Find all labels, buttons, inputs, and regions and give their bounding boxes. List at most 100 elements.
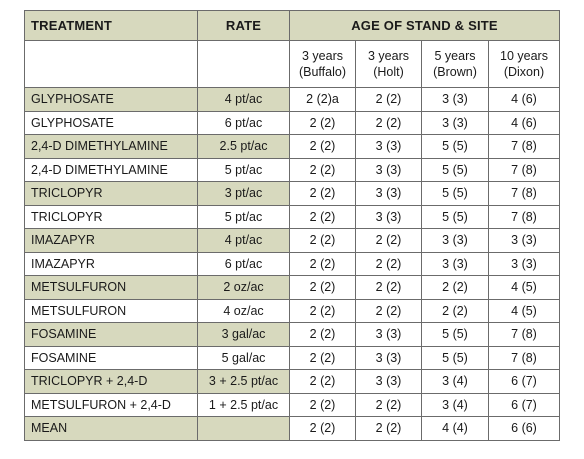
value-cell: 3 (3)	[421, 87, 489, 112]
site-name: (Brown)	[433, 65, 477, 79]
value-cell: 2 (2)	[289, 228, 356, 253]
value-cell: 3 (3)	[355, 345, 422, 370]
value-cell: 2 (2)	[289, 322, 356, 347]
site-name: (Dixon)	[503, 65, 545, 79]
treatment-cell: 2,4-D DIMETHYLAMINE	[24, 157, 198, 182]
header-rate: RATE	[197, 10, 290, 41]
table-row: TRICLOPYR 5 pt/ac 2 (2) 3 (3) 5 (5) 7 (8)	[24, 204, 560, 229]
value-cell: 2 (2)	[289, 392, 356, 417]
rate-cell: 2 oz/ac	[197, 275, 290, 300]
subheader-blank	[197, 40, 290, 88]
treatment-cell: FOSAMINE	[24, 345, 198, 370]
value-cell: 4 (6)	[488, 87, 560, 112]
value-cell: 2 (2)	[421, 275, 489, 300]
value-cell: 3 (4)	[421, 392, 489, 417]
value-cell: 3 (3)	[421, 251, 489, 276]
table-row: GLYPHOSATE 4 pt/ac 2 (2)a 2 (2) 3 (3) 4 (6)	[24, 87, 560, 112]
treatment-cell: IMAZAPYR	[24, 228, 198, 253]
value-cell: 2 (2)a	[289, 87, 356, 112]
treatment-cell: GLYPHOSATE	[24, 87, 198, 112]
value-cell: 2 (2)	[289, 275, 356, 300]
value-cell: 4 (6)	[488, 110, 560, 135]
table-row: 2,4-D DIMETHYLAMINE 2.5 pt/ac 2 (2) 3 (3) 5 …	[24, 134, 560, 159]
value-cell: 3 (3)	[355, 369, 422, 394]
value-cell: 5 (5)	[421, 204, 489, 229]
value-cell: 3 (3)	[355, 181, 422, 206]
value-cell: 7 (8)	[488, 157, 560, 182]
site-header-dixon: 10 years (Dixon)	[488, 40, 560, 88]
table-row: METSULFURON + 2,4-D 1 + 2.5 pt/ac 2 (2) 2 (…	[24, 392, 560, 417]
site-subheader-row: 3 years (Buffalo) 3 years (Holt) 5 years (B…	[24, 40, 560, 88]
value-cell: 2 (2)	[355, 392, 422, 417]
value-cell: 3 (3)	[355, 157, 422, 182]
subheader-blank	[24, 40, 198, 88]
value-cell: 4 (5)	[488, 298, 560, 323]
value-cell: 2 (2)	[289, 134, 356, 159]
value-cell: 6 (7)	[488, 369, 560, 394]
value-cell: 2 (2)	[289, 157, 356, 182]
site-years: 3 years	[302, 49, 343, 63]
treatment-cell: 2,4-D DIMETHYLAMINE	[24, 134, 198, 159]
site-header-brown: 5 years (Brown)	[421, 40, 489, 88]
value-cell: 2 (2)	[355, 298, 422, 323]
treatment-cell: TRICLOPYR	[24, 181, 198, 206]
value-cell: 3 (3)	[355, 322, 422, 347]
table-row: TRICLOPYR 3 pt/ac 2 (2) 3 (3) 5 (5) 7 (8)	[24, 181, 560, 206]
value-cell: 3 (3)	[488, 228, 560, 253]
table-row: IMAZAPYR 6 pt/ac 2 (2) 2 (2) 3 (3) 3 (3)	[24, 251, 560, 276]
table-row: FOSAMINE 3 gal/ac 2 (2) 3 (3) 5 (5) 7 (8)	[24, 322, 560, 347]
treatment-cell: TRICLOPYR	[24, 204, 198, 229]
value-cell: 2 (2)	[289, 251, 356, 276]
value-cell: 2 (2)	[355, 228, 422, 253]
site-years: 10 years	[500, 49, 548, 63]
value-cell: 2 (2)	[289, 204, 356, 229]
value-cell: 7 (8)	[488, 345, 560, 370]
treatment-cell: METSULFURON	[24, 298, 198, 323]
rate-cell: 6 pt/ac	[197, 110, 290, 135]
value-cell: 2 (2)	[421, 298, 489, 323]
treatment-cell: IMAZAPYR	[24, 251, 198, 276]
rate-cell: 3 gal/ac	[197, 322, 290, 347]
site-name: (Holt)	[373, 65, 404, 79]
value-cell: 2 (2)	[289, 345, 356, 370]
value-cell: 2 (2)	[289, 298, 356, 323]
table-row: METSULFURON 4 oz/ac 2 (2) 2 (2) 2 (2) 4 (5)	[24, 298, 560, 323]
value-cell: 6 (6)	[488, 416, 560, 441]
value-cell: 3 (3)	[355, 204, 422, 229]
value-cell: 5 (5)	[421, 157, 489, 182]
treatment-cell: GLYPHOSATE	[24, 110, 198, 135]
table-row: IMAZAPYR 4 pt/ac 2 (2) 2 (2) 3 (3) 3 (3)	[24, 228, 560, 253]
herbicide-table: TREATMENT RATE AGE OF STAND & SITE 3 yea…	[24, 10, 560, 441]
value-cell: 2 (2)	[355, 275, 422, 300]
value-cell: 2 (2)	[355, 251, 422, 276]
value-cell: 3 (3)	[355, 134, 422, 159]
value-cell: 5 (5)	[421, 181, 489, 206]
table-row: METSULFURON 2 oz/ac 2 (2) 2 (2) 2 (2) 4 (5)	[24, 275, 560, 300]
rate-cell: 6 pt/ac	[197, 251, 290, 276]
value-cell: 5 (5)	[421, 322, 489, 347]
value-cell: 7 (8)	[488, 181, 560, 206]
table-row: 2,4-D DIMETHYLAMINE 5 pt/ac 2 (2) 3 (3) 5 (5…	[24, 157, 560, 182]
site-years: 5 years	[434, 49, 476, 63]
value-cell: 4 (5)	[488, 275, 560, 300]
value-cell: 3 (3)	[488, 251, 560, 276]
site-header-buffalo: 3 years (Buffalo)	[289, 40, 356, 88]
rate-cell: 4 pt/ac	[197, 87, 290, 112]
table-row: TRICLOPYR + 2,4-D 3 + 2.5 pt/ac 2 (2) 3 (3)…	[24, 369, 560, 394]
table-row: FOSAMINE 5 gal/ac 2 (2) 3 (3) 5 (5) 7 (8)	[24, 345, 560, 370]
treatment-cell: METSULFURON + 2,4-D	[24, 392, 198, 417]
value-cell: 3 (4)	[421, 369, 489, 394]
rate-cell: 3 pt/ac	[197, 181, 290, 206]
value-cell: 4 (4)	[421, 416, 489, 441]
treatment-cell: METSULFURON	[24, 275, 198, 300]
site-header-holt: 3 years (Holt)	[355, 40, 422, 88]
table-row: GLYPHOSATE 6 pt/ac 2 (2) 2 (2) 3 (3) 4 (6)	[24, 110, 560, 135]
rate-cell: 4 pt/ac	[197, 228, 290, 253]
site-name: (Buffalo)	[298, 65, 346, 79]
value-cell: 2 (2)	[355, 416, 422, 441]
rate-cell: 2.5 pt/ac	[197, 134, 290, 159]
header-row: TREATMENT RATE AGE OF STAND & SITE	[24, 10, 560, 41]
rate-cell: 5 pt/ac	[197, 157, 290, 182]
rate-cell: 1 + 2.5 pt/ac	[197, 392, 290, 417]
table-row: MEAN 2 (2) 2 (2) 4 (4) 6 (6)	[24, 416, 560, 441]
